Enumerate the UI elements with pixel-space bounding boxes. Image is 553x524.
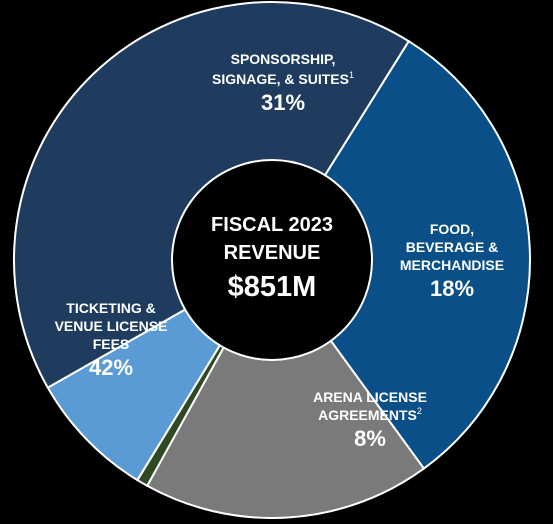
slice-4-label-line-0: TICKETING & <box>66 300 155 316</box>
slice-0-footnote-marker: 1 <box>349 70 354 80</box>
center-line-1: FISCAL 2023 <box>211 214 333 236</box>
slice-1-label-line-1: BEVERAGE & <box>406 239 499 255</box>
slice-1-percent: 18% <box>430 276 474 301</box>
slice-0-percent: 31% <box>261 90 305 115</box>
slice-4-label-line-1: VENUE LICENSE <box>55 318 168 334</box>
slice-4-percent: 42% <box>89 355 133 380</box>
slice-3-footnote-marker: 2 <box>417 406 422 416</box>
center-total: $851M <box>228 271 317 303</box>
center-label: FISCAL 2023 REVENUE $851M <box>211 214 333 303</box>
slice-3-percent: 8% <box>354 426 386 451</box>
slice-4-label-line-2: FEES <box>93 336 130 352</box>
slice-3-label-line-0: ARENA LICENSE <box>313 389 427 405</box>
slice-0-label-line-1: SIGNAGE, & SUITES1 <box>212 70 354 87</box>
slice-0-label-line-0: SPONSORSHIP, <box>231 51 336 67</box>
center-hole <box>171 159 373 361</box>
slice-1-label-line-0: FOOD, <box>430 221 474 237</box>
labels-layer: SPONSORSHIP, SIGNAGE, & SUITES1 31% FOOD, BE… <box>55 51 505 451</box>
slice-3-label-line-1: AGREEMENTS2 <box>318 406 422 423</box>
slice-1-label-line-2: MERCHANDISE <box>400 257 504 273</box>
center-line-2: REVENUE <box>224 242 321 264</box>
